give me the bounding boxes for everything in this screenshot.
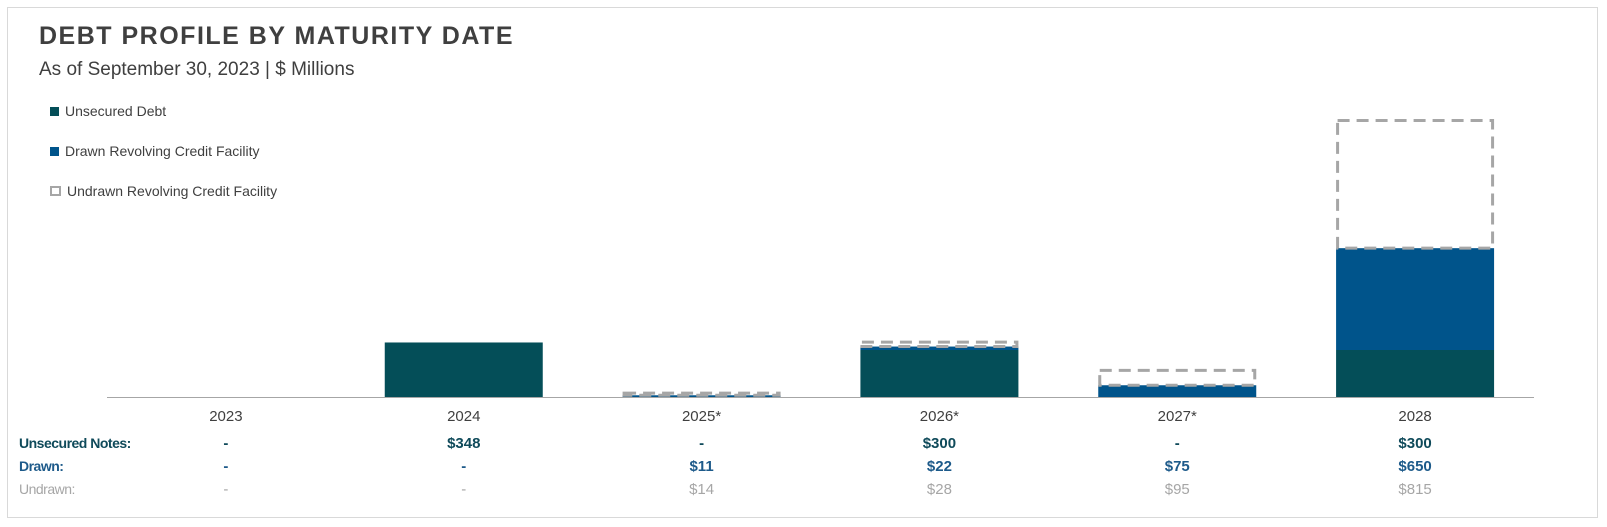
table-cell-r1-c6: $300 [1398, 435, 1432, 452]
table-cell-r1-c3: - [699, 435, 705, 452]
x-tick-label-5: 2027* [1158, 408, 1197, 425]
x-tick-label-3: 2025* [682, 408, 721, 425]
table-cell-r3-c1: - [223, 481, 229, 498]
table-cell-r3-c4: $28 [926, 481, 952, 498]
table-cell-r3-c3: $14 [689, 481, 715, 498]
bar-unsecured-2 [384, 342, 543, 397]
x-tick-label-4: 2026* [920, 408, 959, 425]
x-tick-label-6: 2028 [1398, 408, 1431, 425]
legend-item-undrawn: Undrawn Revolving Credit Facility [50, 181, 277, 201]
legend-swatch-drawn [50, 146, 59, 156]
legend-swatch-unsecured [50, 106, 59, 116]
legend-label-undrawn: Undrawn Revolving Credit Facility [67, 183, 278, 199]
chart-legend: Unsecured Debt Drawn Revolving Credit Fa… [50, 101, 277, 221]
legend-label-unsecured: Unsecured Debt [65, 103, 167, 119]
bar-undrawn-6 [1336, 118, 1495, 250]
table-cell-r2-c2: - [461, 458, 467, 475]
table-cell-r2-c1: - [223, 458, 229, 475]
table-cell-r2-c4: $22 [926, 458, 952, 475]
bar-unsecured-4 [860, 350, 1019, 397]
bar-undrawn-3 [622, 391, 781, 397]
table-cell-r3-c2: - [461, 481, 467, 498]
bar-unsecured-6 [1336, 350, 1495, 397]
chart-title: DEBT PROFILE BY MATURITY DATE [39, 22, 514, 50]
bar-drawn-4 [860, 346, 1019, 350]
legend-label-drawn: Drawn Revolving Credit Facility [65, 143, 260, 159]
table-cell-r2-c5: $75 [1164, 458, 1190, 475]
legend-swatch-undrawn [50, 186, 61, 196]
table-row-label-1: Unsecured Notes: [19, 435, 131, 451]
table-cell-r1-c5: - [1174, 435, 1180, 452]
table-cell-r3-c5: $95 [1164, 481, 1190, 498]
table-cell-r3-c6: $815 [1398, 481, 1432, 498]
table-cell-r2-c6: $650 [1398, 458, 1432, 475]
chart-subtitle: As of September 30, 2023 | $ Millions [39, 59, 355, 80]
table-row-label-2: Drawn: [19, 458, 64, 474]
chart-frame [7, 7, 1598, 518]
table-row-label-3: Undrawn: [19, 481, 75, 497]
legend-item-drawn: Drawn Revolving Credit Facility [50, 141, 277, 161]
legend-item-unsecured: Unsecured Debt [50, 101, 277, 121]
bar-drawn-6 [1336, 248, 1495, 350]
table-cell-r1-c4: $300 [922, 435, 957, 452]
x-tick-label-1: 2023 [209, 408, 242, 425]
table-cell-r1-c1: - [223, 435, 229, 452]
bar-undrawn-4 [860, 340, 1019, 349]
table-cell-r2-c3: $11 [689, 458, 714, 475]
x-tick-label-2: 2024 [447, 408, 480, 425]
bar-drawn-5 [1098, 385, 1257, 397]
bar-undrawn-5 [1098, 368, 1257, 387]
table-cell-r1-c2: $348 [447, 435, 481, 452]
